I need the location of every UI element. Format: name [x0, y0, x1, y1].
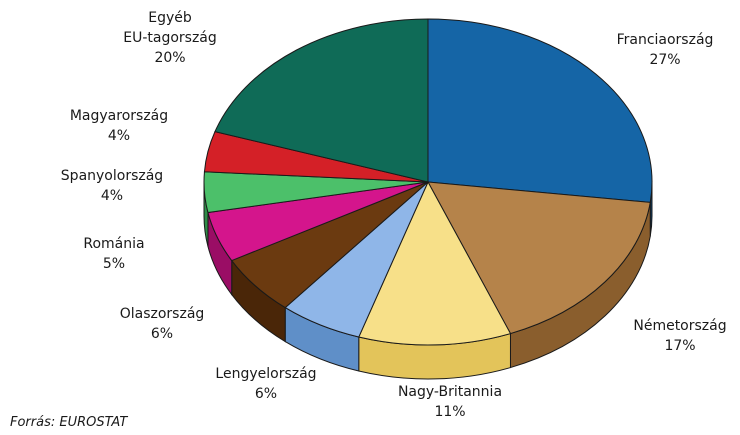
slice-value: 4%: [108, 128, 130, 144]
slice-name: Lengyelország: [215, 366, 316, 382]
slice-name: Egyéb: [148, 10, 192, 26]
slice-value: 27%: [649, 52, 680, 68]
pie-slices: [203, 18, 653, 346]
slice-label-egyeb-eu-tagorszag: Egyéb EU-tagország 20%: [123, 10, 217, 66]
slice-value: 4%: [101, 188, 123, 204]
slice-value: 11%: [434, 404, 465, 420]
slice-label-magyarorszag: Magyarország 4%: [70, 108, 168, 144]
slice-label-spanyolorszag: Spanyolország 4%: [61, 168, 163, 204]
slice-value: 6%: [151, 326, 173, 342]
slice-name: Olaszország: [120, 306, 205, 322]
slice-value: 20%: [154, 50, 185, 66]
slice-value: 5%: [103, 256, 125, 272]
slice-name: Spanyolország: [61, 168, 163, 184]
slice-name: Magyarország: [70, 108, 168, 124]
slice-labels: Franciaország 27% Németország 17% Nagy-Brita…: [61, 10, 727, 420]
slice-label-franciaorszag: Franciaország 27%: [617, 32, 714, 68]
slice-nemetorszag: [427, 181, 651, 335]
slice-label-nagy-britannia: Nagy-Britannia 11%: [398, 384, 502, 420]
slice-nagy-britannia: [358, 180, 512, 346]
slice-label-romania: Románia 5%: [83, 236, 144, 272]
slice-franciaorszag: [427, 18, 653, 203]
pie-sides: [203, 181, 653, 380]
slice-label-lengyelorszag: Lengyelország 6%: [215, 366, 316, 402]
slice-name: Franciaország: [617, 32, 714, 48]
source-note: Forrás: EUROSTAT: [10, 415, 128, 430]
slice-name: Románia: [83, 236, 144, 252]
slice-value: 6%: [255, 386, 277, 402]
slice-value: 17%: [664, 338, 695, 354]
slice-name: Németország: [633, 318, 726, 334]
slice-name: EU-tagország: [123, 30, 217, 46]
slice-label-olaszorszag: Olaszország 6%: [120, 306, 205, 342]
slice-name: Nagy-Britannia: [398, 384, 502, 400]
slice-egyeb-eu-tagorszag: [214, 18, 429, 183]
slice-label-nemetorszag: Németország 17%: [633, 318, 726, 354]
